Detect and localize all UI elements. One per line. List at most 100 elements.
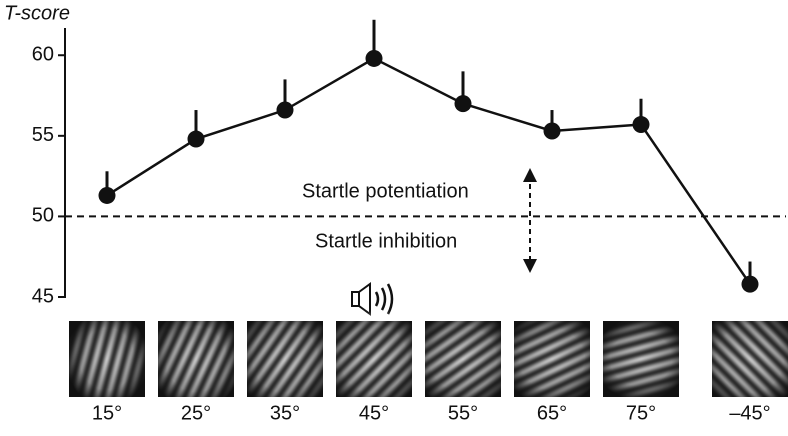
grating bbox=[47, 290, 167, 428]
stripe bbox=[179, 310, 233, 418]
x-tick-label: 65° bbox=[537, 402, 567, 424]
x-tick-label: –45° bbox=[729, 402, 770, 424]
stripe bbox=[587, 352, 701, 388]
stimulus-image bbox=[676, 285, 788, 433]
stripe bbox=[300, 285, 386, 371]
stripe bbox=[699, 323, 786, 410]
stripe bbox=[572, 299, 687, 334]
x-tick-label: 55° bbox=[448, 402, 478, 424]
stripe bbox=[707, 316, 788, 402]
stripe bbox=[691, 331, 778, 418]
stripe bbox=[388, 287, 487, 359]
stripe bbox=[738, 285, 788, 371]
stripe bbox=[78, 299, 114, 413]
data-point bbox=[632, 116, 650, 134]
stripe bbox=[584, 341, 698, 377]
annotation: Startle potentiation bbox=[302, 180, 469, 202]
stripe bbox=[57, 293, 93, 408]
stimulus-image bbox=[572, 299, 710, 419]
stripe bbox=[100, 305, 136, 419]
stripe bbox=[722, 300, 788, 387]
stripe bbox=[395, 296, 494, 368]
stripe bbox=[401, 305, 500, 377]
stripe bbox=[503, 342, 611, 396]
grating-stripes bbox=[572, 299, 710, 419]
stripe bbox=[489, 312, 597, 366]
stimulus-image bbox=[479, 292, 625, 426]
stripe bbox=[159, 300, 213, 408]
stripe bbox=[714, 308, 788, 395]
stripe bbox=[231, 297, 303, 396]
stripe bbox=[479, 292, 588, 346]
stripe bbox=[129, 286, 183, 395]
stripe bbox=[68, 296, 104, 410]
data-point bbox=[543, 122, 561, 140]
stripe bbox=[139, 291, 193, 399]
stripe bbox=[683, 339, 770, 426]
stripe bbox=[189, 314, 243, 422]
stripe bbox=[222, 291, 294, 390]
stimulus-image bbox=[388, 287, 538, 431]
grating-stripes bbox=[129, 286, 263, 432]
y-tick-label: 45 bbox=[32, 285, 54, 307]
stripe bbox=[249, 310, 321, 408]
grating-stripes bbox=[479, 292, 625, 426]
data-point bbox=[365, 49, 383, 67]
stripe bbox=[730, 292, 788, 379]
stripe bbox=[407, 314, 506, 386]
x-tick-label: 25° bbox=[181, 402, 211, 424]
y-tick-label: 60 bbox=[32, 44, 54, 66]
stripe bbox=[493, 322, 601, 376]
grating bbox=[479, 292, 625, 426]
stripe bbox=[47, 290, 82, 405]
stripe bbox=[581, 330, 695, 366]
stripe bbox=[315, 300, 402, 387]
stripe bbox=[331, 316, 417, 402]
stripe bbox=[578, 320, 692, 356]
y-axis-label: T-score bbox=[4, 2, 70, 24]
stripe bbox=[149, 296, 203, 404]
stimulus-image bbox=[129, 286, 263, 432]
stripe bbox=[110, 308, 146, 422]
grating-stripes bbox=[676, 285, 788, 433]
stripe bbox=[169, 305, 223, 413]
stripe bbox=[516, 372, 625, 426]
data-point bbox=[276, 101, 294, 119]
data-point bbox=[454, 95, 472, 113]
stripe bbox=[240, 303, 312, 402]
stripe bbox=[595, 384, 710, 419]
stripe bbox=[498, 332, 606, 386]
x-tick-label: 75° bbox=[626, 402, 656, 424]
annotation: Startle inhibition bbox=[315, 230, 457, 252]
stripe bbox=[89, 302, 125, 416]
data-point bbox=[98, 186, 116, 204]
stripe bbox=[484, 302, 592, 356]
data-point bbox=[741, 275, 759, 293]
y-tick-label: 50 bbox=[32, 205, 54, 227]
x-tick-label: 15° bbox=[92, 402, 122, 424]
stripe bbox=[213, 284, 285, 383]
grating bbox=[388, 287, 538, 431]
data-point bbox=[187, 130, 205, 148]
stripe bbox=[676, 347, 762, 433]
stripe bbox=[590, 362, 704, 398]
line bbox=[106, 57, 752, 285]
stripe bbox=[307, 292, 394, 379]
x-tick-label: 45° bbox=[359, 402, 389, 424]
stripe bbox=[258, 316, 330, 415]
x-tick-label: 35° bbox=[270, 402, 300, 424]
y-tick-label: 55 bbox=[32, 124, 54, 146]
stripe bbox=[512, 362, 620, 416]
stripe bbox=[575, 309, 690, 345]
grating-stripes bbox=[388, 287, 538, 431]
stimulus-image bbox=[47, 290, 167, 428]
grating bbox=[676, 285, 788, 433]
grating bbox=[572, 299, 710, 419]
stripe bbox=[507, 352, 615, 406]
grating-stripes bbox=[47, 290, 167, 428]
stripe bbox=[323, 308, 410, 395]
stripe bbox=[121, 310, 157, 425]
stripe bbox=[592, 373, 707, 409]
grating bbox=[129, 286, 263, 432]
